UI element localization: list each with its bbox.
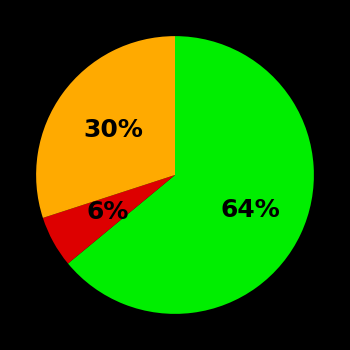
Text: 30%: 30% xyxy=(83,118,143,142)
Text: 6%: 6% xyxy=(87,200,129,224)
Text: 64%: 64% xyxy=(220,198,280,223)
Wedge shape xyxy=(43,175,175,264)
Wedge shape xyxy=(68,36,314,314)
Wedge shape xyxy=(36,36,175,218)
